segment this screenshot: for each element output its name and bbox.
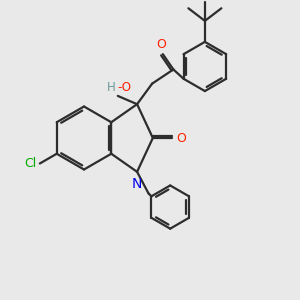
Text: -O: -O [118,81,132,94]
Text: N: N [132,177,142,191]
Text: Cl: Cl [25,157,37,170]
Text: H: H [106,81,116,94]
Text: O: O [176,131,186,145]
Text: O: O [156,38,166,51]
